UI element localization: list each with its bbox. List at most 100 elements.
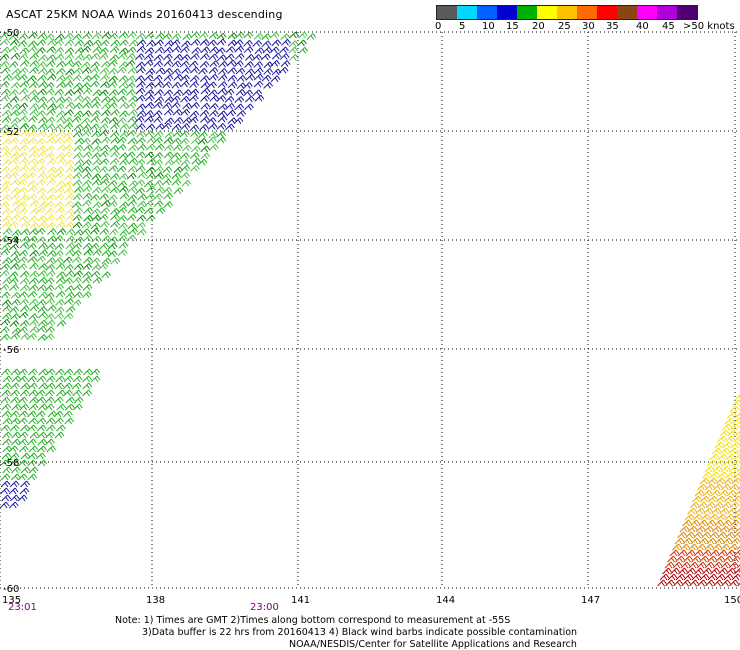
- wind-barb: [119, 39, 129, 47]
- wind-barb: [189, 88, 200, 96]
- wind-barb: [45, 382, 56, 390]
- wind-barb: [81, 221, 92, 229]
- wind-barb: [9, 235, 20, 243]
- wind-barb: [171, 68, 181, 76]
- wind-barb: [100, 136, 111, 144]
- wind-barb: [119, 158, 129, 166]
- wind-barb: [144, 110, 154, 117]
- wind-barb: [704, 543, 714, 551]
- wind-barb: [170, 39, 181, 47]
- wind-barb: [0, 80, 10, 88]
- wind-barb: [64, 285, 75, 293]
- wind-barb: [217, 110, 228, 118]
- legend-label: 45: [662, 21, 675, 32]
- wind-barb: [144, 101, 155, 109]
- wind-barb: [144, 32, 155, 40]
- legend-label: 10: [482, 21, 495, 32]
- wind-barb: [73, 87, 84, 95]
- wind-barb: [153, 137, 163, 144]
- wind-barb: [98, 214, 109, 221]
- wind-barb: [144, 130, 155, 137]
- wind-barb: [667, 555, 677, 563]
- wind-barb: [702, 471, 712, 479]
- wind-barb: [1, 116, 12, 123]
- wind-barb: [27, 193, 38, 201]
- wind-barb: [65, 228, 76, 236]
- wind-barb: [19, 487, 30, 495]
- wind-barb: [720, 561, 731, 569]
- wind-barb: [118, 75, 129, 83]
- wind-barb: [180, 172, 190, 179]
- wind-barb: [729, 579, 739, 587]
- wind-barb: [135, 206, 146, 214]
- wind-barb: [101, 271, 111, 279]
- wind-barb: [11, 375, 22, 383]
- wind-barb: [182, 89, 192, 96]
- wind-barb: [667, 573, 678, 581]
- wind-barb: [65, 396, 76, 404]
- wind-barb: [55, 180, 66, 188]
- wind-barb: [209, 60, 220, 67]
- wind-barb: [678, 567, 688, 575]
- wind-barb: [690, 537, 701, 545]
- wind-barb: [56, 157, 67, 165]
- wind-barb: [44, 438, 55, 446]
- wind-barb: [0, 60, 10, 68]
- wind-barb: [11, 199, 22, 207]
- wind-barb: [235, 31, 245, 39]
- wind-barb: [154, 172, 164, 179]
- wind-barb: [208, 103, 219, 110]
- wind-barb: [98, 53, 109, 60]
- wind-barb: [73, 291, 83, 299]
- wind-barb: [720, 447, 730, 455]
- wind-barb: [145, 214, 156, 222]
- wind-barb: [99, 193, 109, 201]
- wind-barb: [53, 171, 64, 179]
- wind-barb: [128, 122, 139, 130]
- wind-barb: [279, 46, 289, 54]
- wind-barb: [126, 234, 137, 242]
- wind-barb: [717, 435, 727, 443]
- wind-barb: [81, 129, 92, 137]
- wind-barb: [672, 543, 682, 551]
- wind-barb: [677, 549, 688, 557]
- wind-barb: [80, 82, 91, 90]
- wind-barb: [110, 257, 121, 265]
- wind-barb: [143, 207, 154, 215]
- wind-barb: [54, 382, 65, 390]
- wind-barb: [44, 326, 55, 333]
- wind-barb: [53, 396, 64, 404]
- wind-barb: [731, 573, 740, 581]
- wind-barb: [36, 255, 46, 263]
- wind-barb: [171, 60, 182, 68]
- wind-barb: [136, 214, 147, 222]
- wind-barb: [82, 192, 93, 200]
- wind-barb: [8, 45, 19, 53]
- wind-barb: [117, 95, 127, 103]
- wind-barb: [9, 284, 20, 291]
- wind-barb: [10, 417, 21, 425]
- wind-barb: [137, 200, 147, 208]
- wind-barb: [56, 60, 66, 68]
- wind-barb: [683, 573, 694, 581]
- wind-barb: [146, 136, 157, 144]
- wind-barb: [717, 453, 728, 461]
- wind-barb: [18, 396, 28, 404]
- wind-barb: [20, 129, 30, 137]
- wind-barb: [54, 39, 64, 46]
- wind-barb: [46, 158, 57, 166]
- wind-barb: [727, 525, 738, 533]
- wind-barb: [46, 96, 57, 104]
- wind-barb: [64, 109, 74, 117]
- wind-barb: [38, 311, 48, 319]
- wind-barb: [0, 291, 11, 299]
- wind-barb: [36, 187, 47, 195]
- wind-barb: [1, 382, 12, 390]
- wind-barb: [198, 67, 208, 75]
- wind-barb: [18, 326, 28, 334]
- wind-barb: [81, 137, 91, 145]
- wind-barb: [288, 40, 299, 48]
- wind-barb: [9, 459, 20, 467]
- wind-barb: [153, 101, 163, 109]
